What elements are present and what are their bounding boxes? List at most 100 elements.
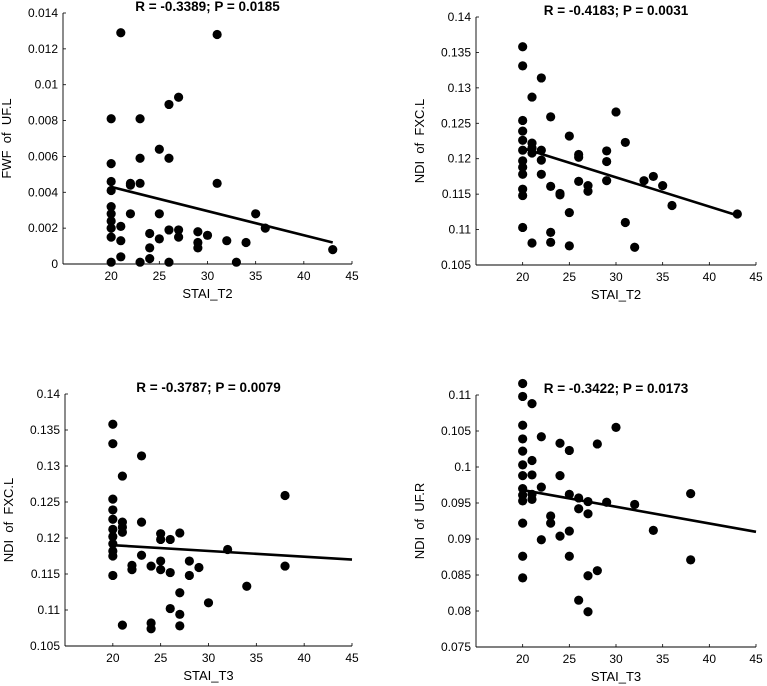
y-tick-label: 0.125 bbox=[441, 116, 471, 130]
chart-title: R = -0.3787; P = 0.0079 bbox=[136, 380, 281, 395]
y-tick-label: 0.125 bbox=[30, 495, 60, 509]
data-point bbox=[164, 225, 174, 235]
data-point bbox=[106, 176, 116, 187]
x-tick-label: 35 bbox=[249, 269, 263, 283]
data-point bbox=[184, 570, 194, 581]
y-tick-label: 0.14 bbox=[448, 10, 472, 24]
data-point bbox=[518, 135, 528, 145]
data-point bbox=[518, 434, 528, 444]
data-point bbox=[564, 207, 574, 218]
data-point bbox=[106, 257, 116, 267]
data-point bbox=[145, 243, 155, 253]
data-point bbox=[174, 225, 184, 235]
y-tick-label: 0.002 bbox=[28, 221, 58, 235]
data-point bbox=[108, 419, 118, 429]
y-tick-label: 0.105 bbox=[441, 258, 471, 272]
data-point bbox=[184, 556, 194, 566]
data-point bbox=[546, 227, 556, 238]
y-tick-label: 0.01 bbox=[35, 78, 59, 92]
data-point bbox=[686, 555, 696, 565]
regression-line bbox=[110, 185, 334, 244]
y-tick-label: 0.12 bbox=[448, 152, 472, 166]
data-point bbox=[127, 565, 137, 575]
y-tick-label: 0.09 bbox=[448, 532, 472, 546]
data-point bbox=[518, 61, 528, 71]
data-point bbox=[518, 126, 528, 136]
x-tick-label: 45 bbox=[345, 269, 359, 283]
data-point bbox=[574, 504, 584, 514]
data-point bbox=[639, 176, 649, 186]
y-tick-label: 0.11 bbox=[38, 603, 61, 617]
y-tick-label: 0.115 bbox=[442, 187, 471, 201]
data-point bbox=[231, 257, 241, 267]
data-point bbox=[630, 499, 640, 510]
data-point bbox=[328, 245, 338, 255]
data-point bbox=[518, 471, 528, 481]
data-point bbox=[174, 92, 184, 102]
data-point bbox=[536, 482, 546, 492]
scatter-panel: R = -0.4183; P = 0.0031 20 25 30 35 40 45 0.105… bbox=[412, 3, 763, 302]
data-point bbox=[518, 115, 528, 126]
data-point bbox=[135, 178, 145, 188]
x-tick-label: 20 bbox=[104, 269, 118, 283]
data-point bbox=[518, 190, 528, 201]
x-tick-label: 40 bbox=[703, 652, 717, 666]
data-point bbox=[564, 131, 574, 141]
data-point bbox=[536, 535, 546, 545]
data-point bbox=[212, 178, 222, 188]
y-tick-label: 0.075 bbox=[441, 640, 471, 654]
data-point bbox=[241, 237, 251, 248]
data-point bbox=[106, 159, 116, 169]
data-point bbox=[212, 29, 222, 40]
y-axis-label: NDI of UF.R bbox=[412, 483, 427, 560]
data-point bbox=[518, 156, 528, 166]
data-point bbox=[527, 455, 537, 466]
data-point bbox=[116, 221, 126, 231]
data-point bbox=[108, 551, 118, 561]
y-tick-label: 0.105 bbox=[441, 424, 471, 438]
scatter-panel: R = -0.3389; P = 0.0185 20 25 30 35 40 45 0 0.00… bbox=[0, 0, 359, 301]
data-point bbox=[518, 446, 528, 456]
y-axis-label: NDI of FXC.L bbox=[412, 99, 427, 184]
data-point bbox=[280, 490, 290, 501]
chart-title: R = -0.4183; P = 0.0031 bbox=[544, 3, 689, 18]
data-point bbox=[546, 518, 556, 528]
x-tick-label: 45 bbox=[345, 651, 359, 665]
data-point bbox=[106, 223, 116, 233]
data-point bbox=[546, 112, 556, 122]
x-tick-label: 30 bbox=[609, 270, 623, 284]
data-point bbox=[108, 514, 118, 524]
data-point bbox=[574, 176, 584, 186]
data-point bbox=[527, 470, 537, 480]
x-tick-label: 30 bbox=[201, 269, 215, 283]
data-point bbox=[592, 566, 602, 576]
data-point bbox=[686, 489, 696, 499]
x-tick-label: 35 bbox=[656, 652, 670, 666]
data-point bbox=[648, 525, 658, 535]
data-point bbox=[108, 531, 118, 542]
data-point bbox=[174, 232, 184, 242]
x-tick-label: 40 bbox=[297, 269, 311, 283]
data-point bbox=[108, 439, 118, 449]
y-tick-label: 0.115 bbox=[31, 567, 60, 581]
data-point bbox=[108, 494, 118, 504]
x-tick-label: 20 bbox=[516, 652, 530, 666]
data-point bbox=[242, 581, 252, 591]
data-point bbox=[620, 217, 630, 228]
data-point bbox=[602, 176, 612, 186]
y-tick-label: 0.014 bbox=[28, 6, 58, 20]
data-point bbox=[125, 178, 136, 188]
data-point bbox=[648, 171, 658, 182]
x-axis-label: STAI_T3 bbox=[183, 668, 233, 683]
data-point bbox=[154, 209, 164, 219]
data-point bbox=[555, 471, 565, 481]
x-tick-label: 20 bbox=[516, 270, 530, 284]
x-axis-label: STAI_T2 bbox=[591, 287, 641, 302]
chart-title: R = -0.3422; P = 0.0173 bbox=[544, 381, 689, 396]
data-point bbox=[518, 518, 528, 528]
data-point bbox=[555, 438, 565, 448]
data-point bbox=[145, 254, 155, 264]
data-point bbox=[527, 494, 537, 504]
data-point bbox=[518, 378, 528, 389]
